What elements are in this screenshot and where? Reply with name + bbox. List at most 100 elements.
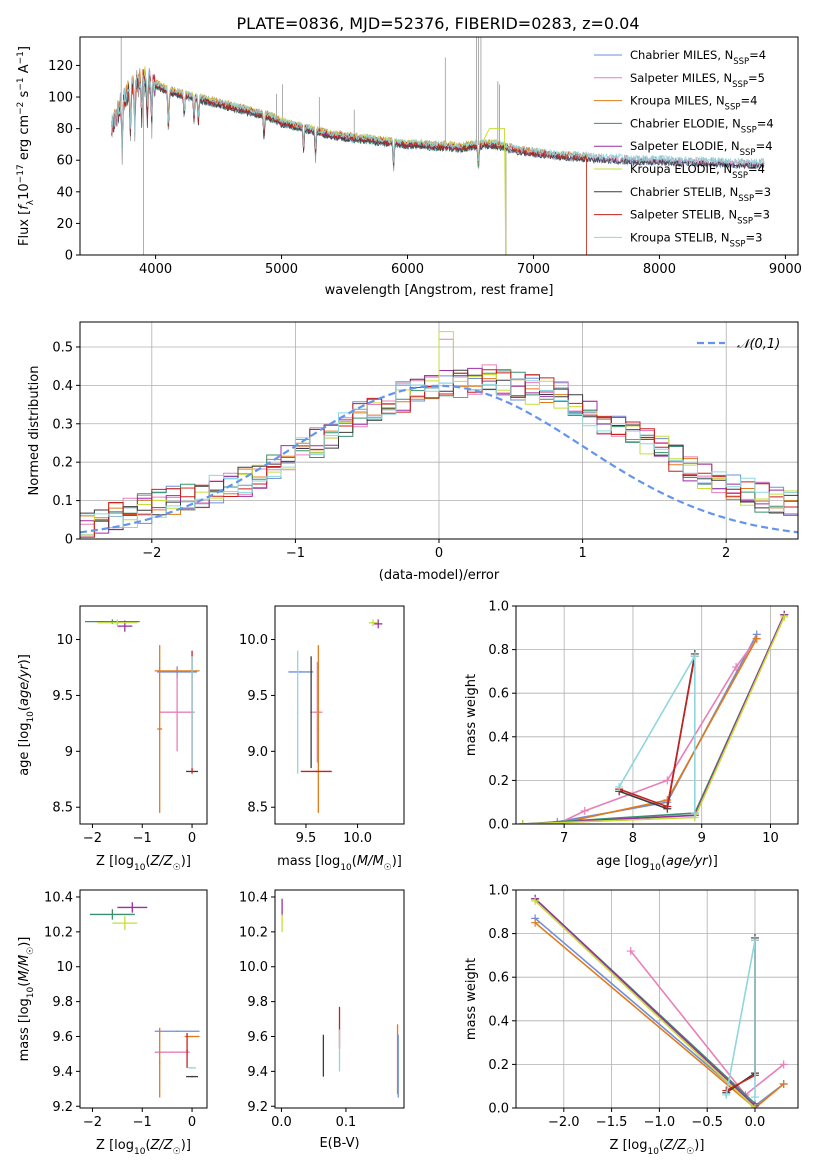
panel-massweight_vs_Z: −2.0 −1.5 −1.0 −0.5 0.0 0.0 0.2 0.4 0.6 0.8 1.0 Z [… bbox=[464, 884, 799, 1157]
legend-text: Salpeter STELIB, N bbox=[630, 208, 737, 222]
data-point-chabrier_miles bbox=[176, 1030, 178, 1033]
data-point-salpeter_elodie bbox=[124, 625, 126, 627]
x-axis-label: (data-model)/error bbox=[379, 568, 500, 583]
label-part: log bbox=[630, 854, 650, 869]
label-part: −17 bbox=[16, 164, 26, 183]
y-tick-label: 0.3 bbox=[52, 417, 73, 432]
legend-text: Kroupa STELIB, N bbox=[630, 230, 730, 244]
data-point-kroupa_elodie bbox=[124, 922, 126, 924]
y-tick-label: 9.5 bbox=[247, 689, 268, 704]
series-marker-kroupa_miles bbox=[531, 918, 540, 927]
y-tick-label: 10 bbox=[56, 633, 73, 648]
legend-sub: SSP bbox=[737, 217, 753, 227]
y-tick-label: 8.5 bbox=[247, 801, 268, 816]
y-tick-label: 0.2 bbox=[488, 774, 509, 789]
figure-title: PLATE=0836, MJD=52376, FIBERID=0283, z=0… bbox=[236, 14, 639, 33]
axes-frame bbox=[79, 889, 208, 1109]
legend-text: =5 bbox=[748, 71, 765, 85]
x-tick-label: 4000 bbox=[139, 262, 172, 277]
y-tick-label: 0.0 bbox=[488, 818, 509, 833]
y-tick-label: 0.4 bbox=[488, 730, 509, 745]
x-tick-label: −1.0 bbox=[644, 1115, 676, 1130]
label-part: 10 bbox=[647, 1147, 659, 1157]
y-tick-label: 0.2 bbox=[52, 456, 73, 471]
y-tick-label: 0.8 bbox=[488, 643, 509, 658]
label-part: M/M bbox=[357, 854, 384, 869]
legend-sub: SSP bbox=[732, 80, 748, 90]
label-part: Z/Z bbox=[663, 1138, 687, 1153]
x-tick-label: 0 bbox=[188, 1115, 196, 1130]
series-marker-kroupa_stelib bbox=[750, 1093, 759, 1102]
y-tick-label: 9 bbox=[65, 745, 73, 760]
y-tick-label: 40 bbox=[56, 185, 73, 200]
y-axis-label: mass [log10(M/M☉)] bbox=[17, 937, 36, 1062]
series-line-kroupa_elodie bbox=[534, 900, 756, 1108]
label-part: age [ bbox=[596, 854, 629, 869]
series-line-kroupa_stelib bbox=[725, 939, 756, 1098]
y-tick-label: 1.0 bbox=[488, 600, 509, 615]
histogram-chabrier_stelib bbox=[80, 369, 798, 531]
series-marker-salpeter_miles bbox=[779, 1060, 788, 1069]
series-marker-salpeter_miles bbox=[626, 947, 635, 956]
series-marker-kroupa_stelib bbox=[690, 652, 699, 661]
y-tick-label: 10.2 bbox=[239, 925, 268, 940]
series-line-salpeter_miles bbox=[556, 638, 758, 824]
label-part: ( bbox=[145, 854, 150, 869]
y-tick-label: 9.4 bbox=[247, 1065, 268, 1080]
label-part: log bbox=[320, 854, 340, 869]
x-tick-label: −2 bbox=[83, 831, 102, 846]
legend-text: =4 bbox=[756, 139, 773, 153]
data-point-kroupa_stelib bbox=[191, 1067, 193, 1069]
plot-area-mass_vs_ebv bbox=[281, 898, 399, 1098]
y-tick-label: 0.8 bbox=[488, 927, 509, 942]
label-part: ☉ bbox=[384, 863, 392, 873]
label-part: )] bbox=[17, 654, 32, 664]
legend-text: =4 bbox=[740, 94, 757, 108]
label-part: ] bbox=[17, 46, 32, 51]
histogram-kroupa_elodie bbox=[80, 331, 798, 536]
plot-area-spectrum bbox=[111, 37, 765, 255]
label-part: 10 bbox=[26, 986, 36, 998]
x-tick-label: 1 bbox=[578, 546, 586, 561]
series-line-salpeter_elodie bbox=[534, 898, 756, 1107]
x-tick-label: 9.5 bbox=[296, 831, 317, 846]
y-tick-label: 0 bbox=[65, 533, 73, 548]
legend-text: =3 bbox=[754, 185, 771, 199]
legend-text: =4 bbox=[749, 48, 766, 62]
model-spectrum-salpeter_stelib bbox=[111, 68, 587, 255]
series-marker-kroupa_miles bbox=[779, 1080, 788, 1089]
y-tick-label: 0 bbox=[65, 249, 73, 264]
y-tick-label: 20 bbox=[56, 217, 73, 232]
plot-area-residual_histogram bbox=[80, 331, 798, 538]
label-part: 10 bbox=[134, 1147, 146, 1157]
series-marker-kroupa_miles bbox=[752, 634, 761, 643]
series-line-kroupa_elodie bbox=[522, 616, 785, 824]
x-tick-label: 9000 bbox=[769, 262, 802, 277]
label-part: −1 bbox=[16, 51, 26, 64]
x-tick-label: −1 bbox=[286, 546, 305, 561]
series-line-salpeter_elodie bbox=[522, 614, 785, 824]
label-part: ( bbox=[659, 1138, 664, 1153]
y-axis-label: Normed distribution bbox=[27, 366, 42, 496]
data-point-chabrier_stelib bbox=[191, 1075, 193, 1078]
legend-text: =4 bbox=[748, 162, 765, 176]
series-marker-kroupa_elodie bbox=[750, 1104, 759, 1108]
label-part: ( bbox=[352, 854, 357, 869]
data-point-kroupa_elodie bbox=[116, 621, 119, 624]
label-part: log bbox=[114, 1138, 134, 1153]
y-tick-label: 120 bbox=[48, 59, 73, 74]
series-marker-salpeter_miles bbox=[732, 663, 741, 672]
data-point-salpeter_elodie bbox=[131, 906, 134, 909]
series-marker-salpeter_miles bbox=[663, 776, 672, 785]
x-tick-label: 8 bbox=[629, 831, 637, 846]
label-part: log bbox=[114, 854, 134, 869]
x-tick-label: 2 bbox=[722, 546, 730, 561]
series-marker-salpeter_miles bbox=[580, 806, 589, 815]
series-line-chabrier_miles bbox=[557, 633, 758, 823]
label-part: ☉ bbox=[173, 863, 181, 873]
x-tick-label: −1.5 bbox=[596, 1115, 628, 1130]
y-axis-label: mass weight bbox=[464, 674, 479, 756]
label-part: )] bbox=[181, 854, 191, 869]
